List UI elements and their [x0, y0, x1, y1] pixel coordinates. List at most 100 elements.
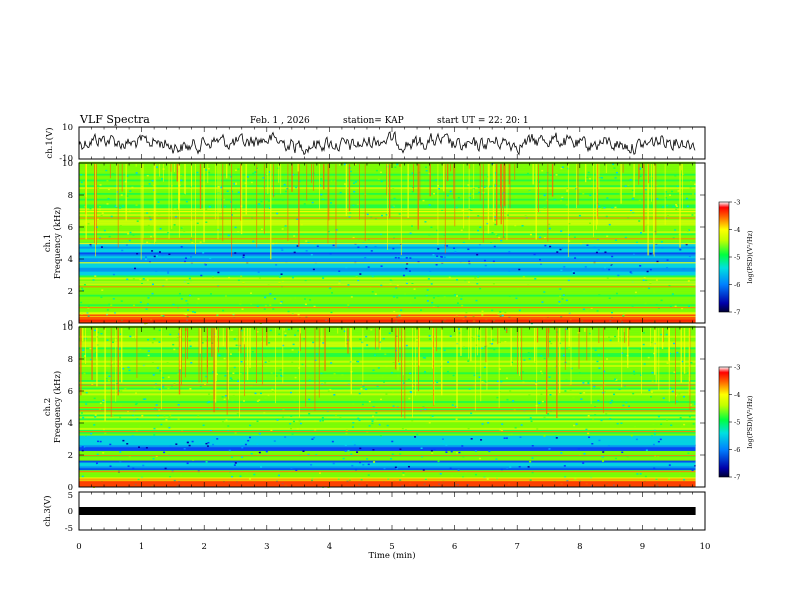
- spectrogram-speckle: [156, 414, 159, 417]
- spectrogram-row: [79, 290, 696, 293]
- sferic-streak: [683, 328, 686, 374]
- spectrogram-speckle: [139, 278, 142, 281]
- spectrogram-speckle: [491, 339, 494, 341]
- sferic-streak: [142, 164, 144, 245]
- sferic-streak: [516, 328, 518, 374]
- sferic-streak: [479, 164, 481, 201]
- spectrogram-row: [79, 267, 696, 270]
- sferic-streak: [206, 328, 208, 374]
- spectrogram-speckle: [352, 182, 355, 184]
- spectrogram-speckle: [574, 477, 577, 480]
- spectrogram-speckle: [639, 473, 642, 475]
- spectrogram-speckle: [674, 174, 677, 177]
- spectrogram-speckle: [162, 386, 165, 388]
- spectrogram-speckle: [564, 390, 567, 392]
- freq-tick-label: 0: [68, 319, 73, 329]
- spectrogram-speckle: [520, 424, 523, 426]
- sferic-streak: [664, 164, 666, 225]
- spectrogram-row: [79, 286, 696, 289]
- spectrogram-speckle: [411, 282, 414, 284]
- spectrogram-speckle: [402, 474, 405, 476]
- spectrogram-speckle: [445, 451, 448, 453]
- spectrogram-speckle: [177, 404, 180, 406]
- spectrogram-speckle: [472, 315, 475, 318]
- ch1-spec-ylabel-line2: Frequency (kHz): [52, 207, 63, 279]
- spectrogram-speckle: [247, 439, 250, 442]
- sferic-streak: [115, 328, 117, 402]
- spectrogram-speckle: [353, 190, 356, 193]
- spectrogram-speckle: [555, 435, 558, 437]
- sferic-streak: [282, 328, 284, 384]
- spectrogram-speckle: [185, 331, 188, 334]
- spectrogram-speckle: [140, 282, 143, 285]
- spectrogram-speckle: [445, 167, 448, 170]
- sferic-streak: [486, 328, 488, 391]
- spectrogram-speckle: [275, 264, 278, 266]
- spectrogram-speckle: [563, 266, 566, 268]
- spectrogram-speckle: [693, 183, 696, 186]
- sferic-streak: [490, 328, 492, 344]
- spectrogram-speckle: [548, 223, 551, 226]
- spectrogram-speckle: [242, 256, 245, 259]
- spectrogram-row: [79, 299, 696, 303]
- sferic-streak: [648, 164, 650, 184]
- spectrogram-speckle: [424, 408, 427, 411]
- sferic-streak: [521, 328, 523, 381]
- spectrogram-speckle: [560, 230, 563, 232]
- spectrogram-speckle: [618, 336, 621, 339]
- spectrogram-row: [79, 458, 696, 461]
- spectrogram-speckle: [692, 423, 695, 425]
- spectrogram-speckle: [383, 381, 386, 383]
- spectrogram-row: [79, 456, 696, 459]
- spectrogram-speckle: [613, 393, 616, 396]
- spectrogram-speckle: [610, 311, 613, 314]
- spectrogram-speckle: [127, 353, 130, 356]
- spectrogram-speckle: [115, 472, 118, 474]
- spectrogram-speckle: [540, 370, 543, 373]
- spectrogram-speckle: [281, 228, 284, 230]
- x-tick-label: 2: [201, 542, 206, 552]
- spectrogram-speckle: [679, 248, 682, 251]
- spectrogram-speckle: [648, 389, 651, 392]
- spectrogram-speckle: [379, 171, 382, 174]
- spectrogram-row: [79, 263, 696, 266]
- spectrogram-speckle: [349, 212, 352, 214]
- spectrogram-speckle: [601, 460, 604, 462]
- spectrogram-speckle: [111, 341, 114, 344]
- spectrogram-speckle: [108, 375, 111, 378]
- spectrogram-speckle: [106, 179, 109, 182]
- spectrogram-speckle: [583, 452, 586, 455]
- spectrogram-speckle: [428, 338, 431, 340]
- spectrogram-speckle: [480, 347, 483, 349]
- spectrogram-speckle: [389, 279, 392, 281]
- spectrogram-speckle: [682, 395, 685, 398]
- spectrogram-speckle: [169, 445, 172, 447]
- spectrogram-speckle: [457, 196, 460, 199]
- spectrogram-speckle: [484, 345, 487, 348]
- spectrogram-speckle: [240, 360, 243, 363]
- spectrogram-speckle: [549, 393, 552, 396]
- spectrogram-speckle: [380, 398, 383, 401]
- spectrogram-speckle: [686, 205, 689, 208]
- spectrogram-speckle: [613, 167, 616, 169]
- spectrogram-speckle: [424, 439, 427, 442]
- spectrogram-speckle: [585, 428, 588, 431]
- spectrogram-speckle: [330, 202, 333, 204]
- sferic-streak: [680, 328, 682, 383]
- spectrogram-speckle: [339, 417, 342, 419]
- spectrogram-speckle: [433, 192, 436, 195]
- spectrogram-speckle: [614, 378, 617, 381]
- spectrogram-speckle: [488, 450, 491, 453]
- spectrogram-speckle: [244, 443, 247, 446]
- sferic-streak: [500, 164, 502, 225]
- spectrogram-speckle: [359, 461, 362, 464]
- spectrogram-speckle: [148, 216, 151, 219]
- spectrogram-speckle: [477, 250, 480, 252]
- spectrogram-speckle: [224, 408, 227, 411]
- spectrogram-speckle: [124, 185, 127, 187]
- sferic-streak: [318, 164, 320, 210]
- spectrogram-speckle: [585, 218, 588, 220]
- spectrogram-row: [79, 346, 696, 350]
- spectrogram-row: [79, 311, 696, 314]
- spectrogram-speckle: [191, 242, 194, 244]
